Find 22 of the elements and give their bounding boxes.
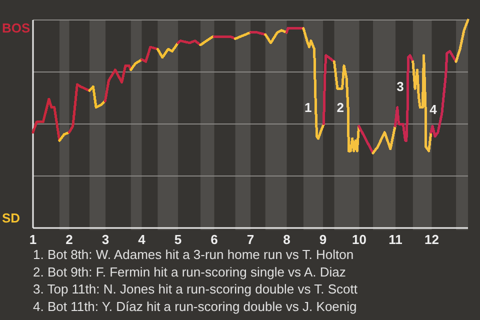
x-tick-label: 3 [102,232,110,247]
text: 3. Top 11th: N. Jones hit a run-scoring double vs T. Scott [33,282,358,297]
x-tick-label: 1 [29,232,37,247]
text: 1. Bot 8th: W. Adames hit a 3-run home run vs T. Holton [33,247,354,262]
x-tick-label: 6 [210,232,218,247]
x-tick-label: 11 [388,232,402,247]
x-tick-label: 12 [424,232,439,247]
x-tick-label: 10 [352,232,366,247]
annotation: 3 [396,79,404,94]
x-tick-label: 4 [138,232,146,247]
x-tick-label: 7 [246,232,254,247]
text: 2. Bot 9th: F. Fermin hit a run-scoring single vs A. Diaz [33,264,346,280]
x-tick-label: 2 [66,232,73,247]
x-tick-label: 5 [174,232,182,247]
annotation: 4 [430,102,438,117]
annotation: 1 [304,100,312,115]
text: BOS [2,20,30,36]
annotation: 2 [336,100,344,115]
x-tick-label: 8 [283,232,290,247]
x-tick-label: 9 [319,232,327,247]
text: 4. Bot 11th: Y. Díaz hit a run-scoring double vs J. Koenig [33,298,357,314]
text: SD [2,210,20,226]
